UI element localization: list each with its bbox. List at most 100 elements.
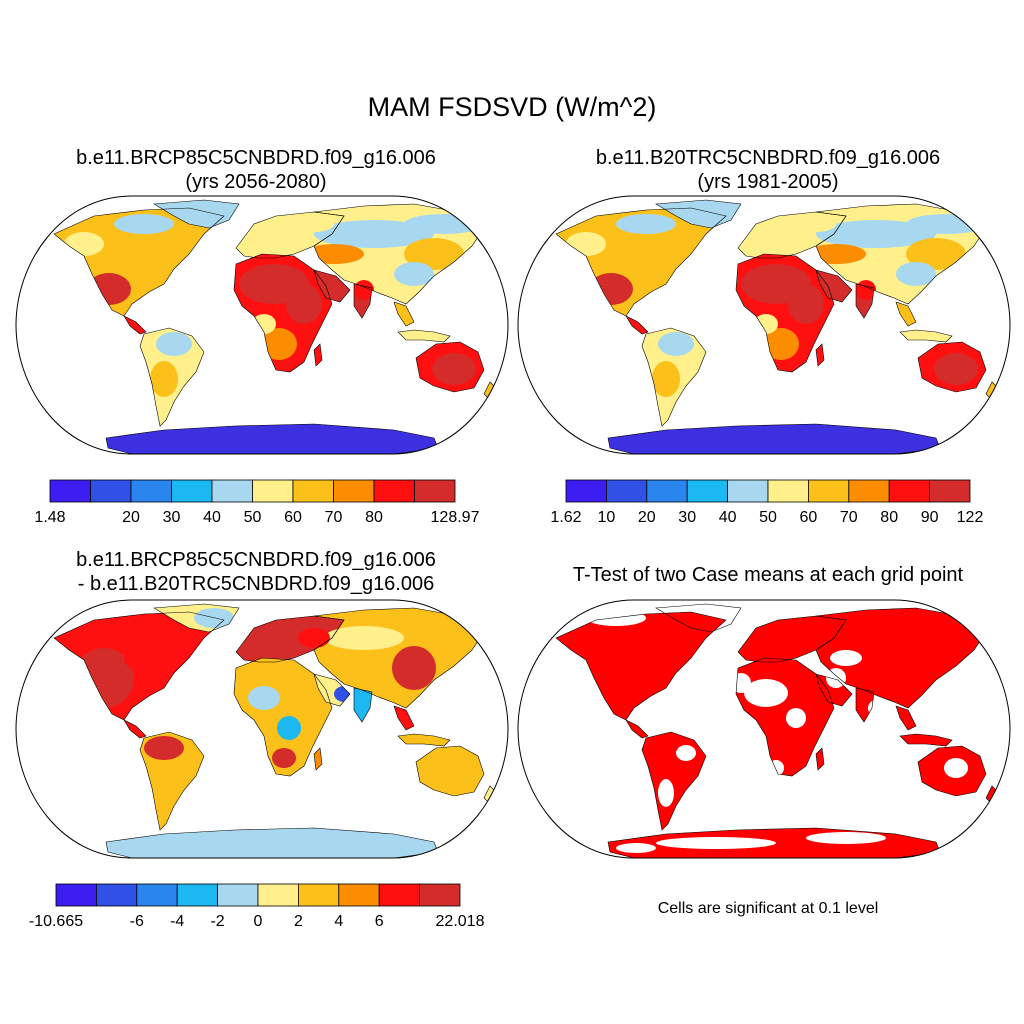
colorbar-swatch <box>292 479 334 503</box>
colorbar-swatch <box>767 479 809 503</box>
field-patch <box>763 328 799 360</box>
non-significant-area <box>616 843 656 853</box>
coastline <box>353 687 373 723</box>
map-bottom-left <box>15 599 509 859</box>
field-patch <box>646 242 686 266</box>
coastline <box>625 719 649 739</box>
field-patch <box>404 214 484 234</box>
significant-asia <box>816 608 986 708</box>
non-significant-area <box>658 779 674 807</box>
land-madagascar <box>314 344 322 366</box>
panel-title-bottom-left: b.e11.BRCP85C5CNBDRD.f09_g16.006 - b.e11… <box>0 548 512 596</box>
land-nz <box>986 382 998 398</box>
coastline <box>353 283 373 319</box>
field-patch <box>277 716 301 740</box>
field-patch <box>144 736 184 760</box>
field-patch <box>272 748 296 768</box>
colorbar-swatch <box>49 479 91 503</box>
land-seasia <box>394 706 414 730</box>
non-significant-area <box>806 832 886 844</box>
coastline <box>397 733 451 747</box>
non-significant-area <box>676 745 696 761</box>
field-patch <box>150 361 178 397</box>
colorbar-swatch <box>606 479 648 503</box>
land-arabia <box>314 270 350 302</box>
field-patch <box>324 626 404 650</box>
panel-title-line: b.e11.BRCP85C5CNBDRD.f09_g16.006 <box>76 549 436 571</box>
non-significant-area <box>830 650 862 666</box>
field-patch <box>298 628 330 648</box>
coastline <box>105 423 439 454</box>
non-significant-area <box>656 837 776 849</box>
coastline <box>105 827 439 858</box>
panel-title-line: T-Test of two Case means at each grid po… <box>572 564 964 586</box>
field-patch <box>144 242 184 266</box>
map-border <box>517 599 1011 859</box>
land-madagascar <box>314 748 322 770</box>
colorbar-swatch <box>171 479 213 503</box>
land-nz <box>484 382 496 398</box>
field-patch <box>294 216 334 232</box>
coastline <box>855 283 875 319</box>
colorbar-tick-label: 30 <box>163 509 181 526</box>
field-patch <box>906 214 986 234</box>
map-border <box>15 195 509 455</box>
colorbar-swatch <box>646 479 688 503</box>
field-patch <box>248 686 280 710</box>
coastline <box>415 341 485 393</box>
field-patch <box>156 332 192 356</box>
colorbar-swatch <box>257 883 299 907</box>
coastline <box>641 731 707 831</box>
colorbar-swatch <box>211 479 253 503</box>
coastline <box>655 199 742 229</box>
panel-title-line: b.e11.B20TRC5CNBDRD.f09_g16.006 <box>595 147 941 169</box>
colorbar-swatch <box>848 479 890 503</box>
coastline <box>123 315 147 335</box>
field-patch <box>896 262 936 286</box>
field-patch <box>314 220 434 248</box>
colorbar-tick-label: 1.48 <box>34 509 65 526</box>
colorbar-top-right: 1.62 10 20 30 40 50 60 70 80 90 122 <box>550 479 983 526</box>
field-patch <box>394 262 434 286</box>
colorbar-swatch <box>130 479 172 503</box>
field-patch <box>652 361 680 397</box>
colorbar-tick-label: 128.97 <box>431 509 480 526</box>
land-madagascar <box>816 344 824 366</box>
colorbar-tick-label: 30 <box>678 509 696 526</box>
colorbar-tick-label: 2 <box>294 913 303 930</box>
significance-note: Cells are significant at 0.1 level <box>657 900 879 917</box>
colorbar-tick-label: 90 <box>921 509 939 526</box>
colorbar-tick-label: 70 <box>840 509 858 526</box>
panel-title-line: (yrs 2056-2080) <box>185 171 327 193</box>
coastline <box>917 745 987 797</box>
panel-title-line: b.e11.BRCP85C5CNBDRD.f09_g16.006 <box>76 147 436 169</box>
colorbar-bottom-left: -10.665 -6 -4 -2 0 2 4 6 22.018 <box>29 883 485 930</box>
coastline <box>641 327 707 427</box>
field-patch <box>424 618 484 638</box>
colorbar-swatch <box>176 883 218 907</box>
coastline <box>895 705 917 731</box>
land-camerica <box>124 720 146 738</box>
land-seasia <box>394 302 414 326</box>
colorbar-swatch <box>90 479 132 503</box>
colorbar-swatch <box>419 883 461 907</box>
colorbar-tick-label: 80 <box>880 509 898 526</box>
coastline <box>815 673 853 707</box>
land-nz <box>484 786 496 802</box>
coastline <box>53 611 225 721</box>
coastline <box>313 269 351 303</box>
coastline <box>815 747 825 771</box>
land-greenland <box>656 200 741 228</box>
field-patch <box>906 238 966 270</box>
coastline <box>139 731 205 831</box>
colorbar-tick-label: 20 <box>122 509 140 526</box>
land-antarctica <box>608 424 940 454</box>
coastline <box>735 657 835 777</box>
significant-namerica <box>556 612 726 720</box>
panel-title-top-right: b.e11.B20TRC5CNBDRD.f09_g16.006 (yrs 198… <box>512 146 1024 194</box>
colorbar-tick-label: 60 <box>800 509 818 526</box>
significant-madagascar <box>816 748 824 770</box>
colorbar-tick-label: 20 <box>638 509 656 526</box>
land-antarctica <box>106 828 438 858</box>
colorbar-tick-label: 1.62 <box>550 509 581 526</box>
